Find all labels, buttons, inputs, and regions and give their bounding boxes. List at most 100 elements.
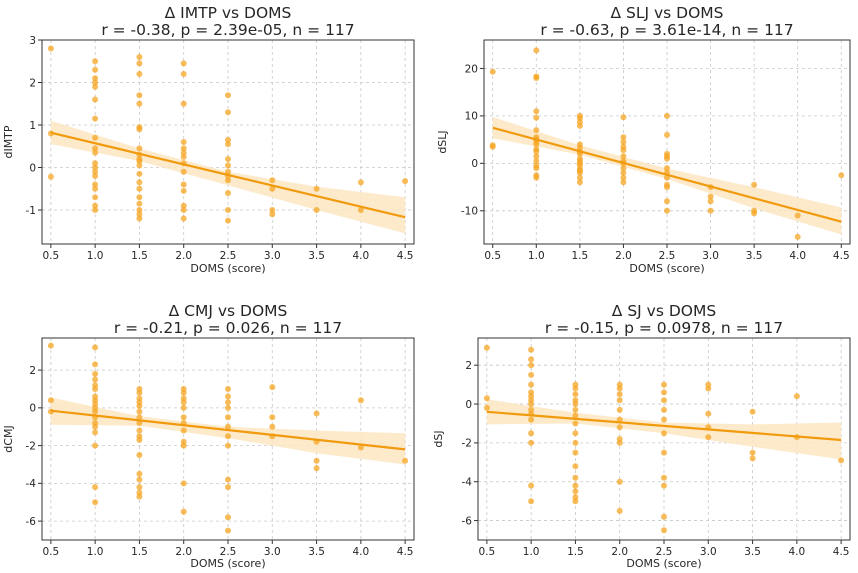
y-tick-label: -6	[462, 515, 473, 527]
scatter-point	[136, 179, 143, 186]
scatter-point	[225, 442, 231, 449]
scatter-point	[572, 430, 579, 437]
x-axis-label: DOMS (score)	[629, 262, 704, 275]
scatter-point	[749, 449, 756, 456]
scatter-point	[572, 391, 579, 398]
x-tick-label: 4.5	[833, 546, 850, 558]
x-tick-label: 2.0	[175, 250, 192, 262]
scatter-point	[180, 480, 187, 487]
regression-line	[492, 126, 842, 223]
y-tick-label: 0	[29, 162, 36, 174]
scatter-point	[533, 108, 540, 115]
scatter-point	[180, 181, 187, 188]
x-tick-label: 4.5	[397, 546, 414, 558]
scatter-point	[136, 452, 143, 458]
subplot-title-line2: r = -0.15, p = 0.0978, n = 117	[545, 319, 783, 337]
scatter-point	[572, 474, 579, 481]
scatter-point	[661, 474, 667, 481]
scatter-point	[225, 423, 231, 430]
scatter-point	[616, 406, 623, 413]
scatter-point	[136, 414, 143, 421]
scatter-point	[313, 410, 320, 417]
scatter-point	[572, 463, 579, 470]
scatter-point	[313, 465, 320, 472]
scatter-point	[180, 153, 187, 160]
y-tick-label: -6	[26, 516, 37, 528]
scatter-point	[661, 482, 667, 489]
scatter-point	[620, 179, 627, 186]
scatter-point	[225, 404, 231, 411]
scatter-point	[225, 92, 231, 99]
scatter-point	[92, 83, 99, 90]
subplot-sj: Δ SJ vs DOMS r = -0.15, p = 0.0978, n = …	[432, 302, 851, 570]
scatter-point	[707, 198, 714, 205]
y-tick-label: 10	[465, 111, 478, 123]
scatter-point	[572, 498, 579, 505]
scatter-point	[47, 173, 54, 180]
scatter-point	[576, 179, 583, 186]
y-tick-label: -1	[26, 205, 36, 217]
scatter-point	[180, 202, 187, 209]
scatter-point	[225, 109, 231, 116]
scatter-point	[180, 427, 187, 434]
scatter-point	[572, 401, 579, 407]
x-tick-label: 0.5	[43, 546, 60, 558]
scatter-point	[661, 527, 667, 534]
scatter-point	[707, 207, 714, 214]
x-tick-label: 1.0	[523, 546, 540, 558]
scatter-point	[92, 361, 99, 368]
scatter-point	[664, 165, 670, 172]
x-axis-label: DOMS (score)	[190, 557, 265, 570]
scatter-point	[528, 482, 535, 489]
subplot-title-line2: r = -0.38, p = 2.39e-05, n = 117	[101, 21, 354, 39]
scatter-point	[661, 381, 667, 388]
scatter-point	[225, 190, 231, 196]
scatter-point	[620, 165, 627, 172]
scatter-point	[92, 160, 99, 167]
y-tick-label: -10	[461, 206, 478, 218]
scatter-point	[483, 395, 490, 402]
scatter-point	[533, 141, 540, 148]
scatter-point	[616, 391, 623, 398]
scatter-point	[225, 484, 231, 491]
scatter-point	[136, 436, 143, 443]
x-tick-label: 2.5	[659, 250, 676, 262]
scatter-point	[620, 147, 627, 154]
scatter-point	[180, 100, 187, 107]
x-tick-label: 0.5	[484, 250, 501, 262]
scatter-point	[136, 126, 143, 133]
scatter-point	[180, 404, 187, 411]
scatter-point	[180, 168, 187, 175]
x-tick-label: 3.0	[264, 250, 281, 262]
scatter-point	[616, 416, 623, 423]
scatter-point	[357, 397, 364, 404]
scatter-point	[136, 403, 143, 409]
scatter-point	[180, 508, 187, 515]
y-tick-label: -4	[26, 478, 37, 490]
scatter-point	[136, 215, 143, 222]
scatter-point	[225, 476, 231, 483]
scatter-point	[92, 344, 99, 351]
scatter-point	[180, 399, 187, 406]
scatter-point	[92, 376, 99, 383]
scatter-point	[92, 408, 99, 415]
y-tick-label: 2	[29, 77, 36, 89]
scatter-point	[225, 527, 231, 534]
scatter-point	[180, 414, 187, 421]
scatter-point	[664, 155, 670, 162]
scatter-point	[269, 414, 276, 421]
scatter-point	[528, 430, 535, 437]
scatter-point	[707, 193, 714, 200]
scatter-point	[92, 173, 99, 179]
scatter-point	[92, 115, 99, 122]
scatter-point	[620, 134, 627, 141]
scatter-point	[664, 131, 670, 138]
scatter-point	[620, 139, 627, 145]
x-tick-label: 4.5	[397, 250, 414, 262]
scatter-point	[483, 404, 490, 411]
scatter-point	[620, 174, 627, 181]
scatter-point	[528, 439, 535, 446]
scatter-point	[47, 397, 54, 404]
x-tick-label: 3.0	[264, 546, 281, 558]
